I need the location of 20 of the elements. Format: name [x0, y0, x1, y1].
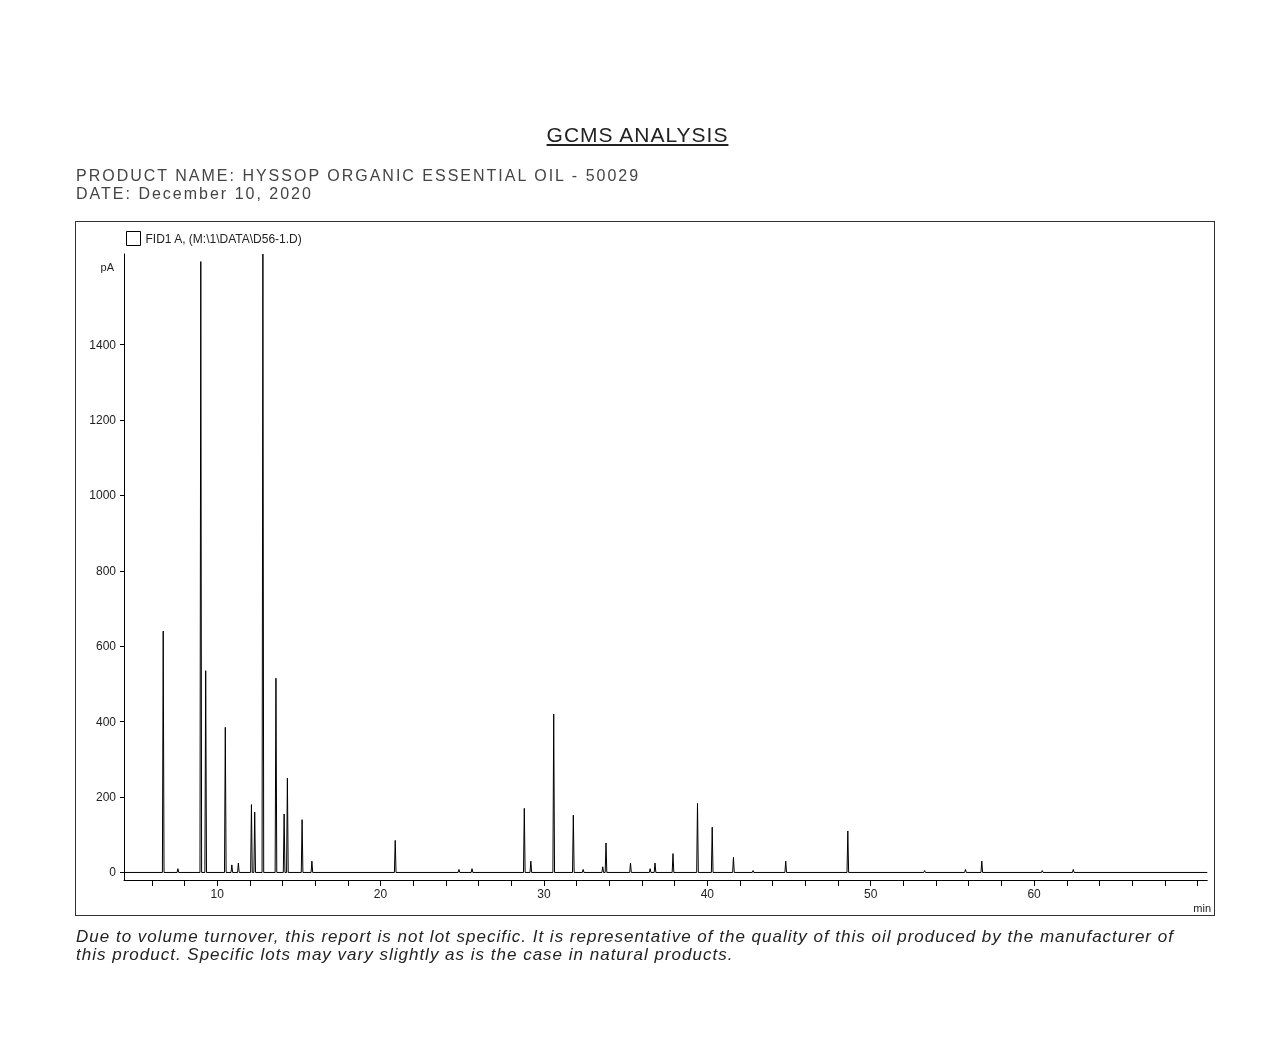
x-axis-title: min [1193, 901, 1212, 914]
y-tick-label: 600 [95, 639, 117, 654]
y-tick-label: 1200 [89, 412, 117, 427]
y-tick-label: 400 [95, 714, 117, 729]
x-tick-label: 20 [373, 887, 388, 901]
x-tick-label: 30 [537, 887, 551, 901]
x-tick-label: 50 [864, 887, 878, 901]
x-tick-label: 10 [210, 887, 225, 901]
y-tick-label: 200 [95, 790, 117, 805]
chart-subtitle: PRODUCT NAME: HYSSOP ORGANIC ESSENTIAL OIL - 50029 DATE: December 10, 2020 [76, 167, 641, 203]
chart-title: GCMS ANALYSIS [545, 123, 730, 147]
text: Due to volume turnover, this report is not lot specific. It is representative of the quality of this oil produced by the manufacturer of this product. Specific lots may vary slightly as is the case in natural products. [76, 927, 1176, 964]
x-tick-label: 60 [1027, 887, 1042, 901]
y-tick-label: 800 [95, 563, 117, 578]
legend-label: FID1 A, (M:\1\DATA\D56-1.D) [145, 231, 302, 246]
y-axis-title: pA [100, 260, 115, 273]
y-tick-label: 0 [109, 865, 117, 880]
y-tick-label: 1400 [89, 337, 117, 352]
x-tick-label: 40 [700, 887, 715, 901]
y-tick-label: 1000 [89, 488, 117, 503]
